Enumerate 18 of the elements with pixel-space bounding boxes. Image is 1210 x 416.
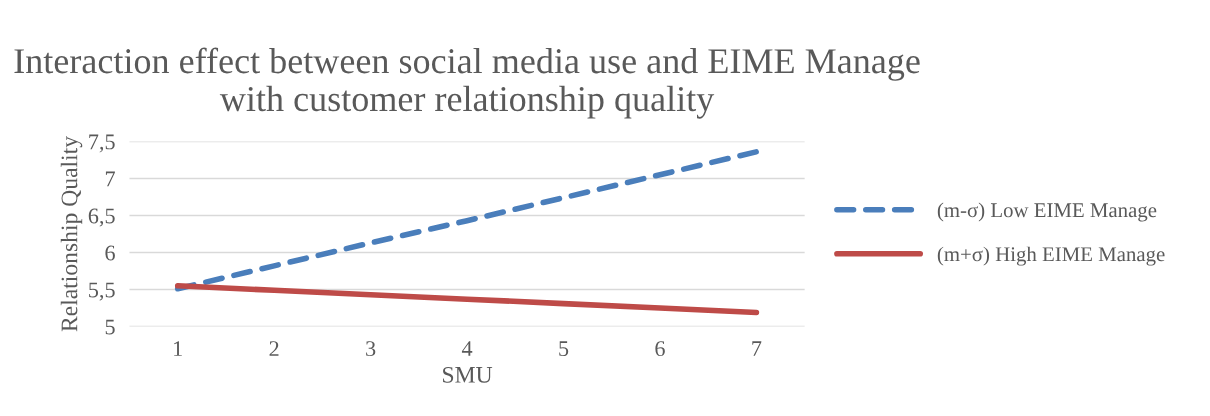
- chart-title: Interaction effect between social media use and EIME Manage with customer relationship quality: [14, 47, 920, 119]
- x-tick-label: 6: [655, 341, 665, 357]
- x-tick-label: 4: [461, 341, 473, 356]
- x-tick-label: 5: [559, 341, 569, 357]
- legend-label: (m+σ) High EIME Manage: [937, 246, 1165, 266]
- x-tick-label: 3: [366, 341, 376, 357]
- x-axis-title: SMU: [443, 366, 493, 383]
- x-tick-label: 2: [269, 341, 279, 356]
- y-tick-label: 7: [105, 171, 115, 187]
- y-tick-label: 6,5: [88, 208, 115, 227]
- y-tick-label: 5: [105, 319, 115, 335]
- x-tick-label: 7: [752, 341, 762, 356]
- legend-label: (m-σ) Low EIME Manage: [937, 202, 1157, 222]
- y-tick-label: 6: [105, 245, 115, 261]
- y-axis-title: Relationship Quality: [60, 136, 83, 332]
- y-tick-label: 5,5: [89, 282, 115, 301]
- x-tick-label: 1: [174, 341, 182, 356]
- y-tick-label: 7,5: [89, 134, 115, 153]
